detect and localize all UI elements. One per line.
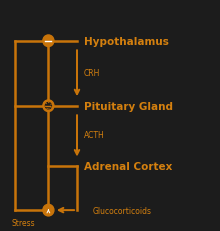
Text: Hypothalamus: Hypothalamus bbox=[84, 36, 169, 47]
Text: Glucocorticoids: Glucocorticoids bbox=[92, 206, 151, 215]
Text: Stress: Stress bbox=[11, 219, 35, 227]
Circle shape bbox=[43, 36, 54, 47]
Text: CRH: CRH bbox=[84, 68, 100, 77]
Text: ACTH: ACTH bbox=[84, 131, 104, 140]
Text: Pituitary Gland: Pituitary Gland bbox=[84, 101, 173, 111]
Circle shape bbox=[43, 100, 54, 112]
Text: Adrenal Cortex: Adrenal Cortex bbox=[84, 161, 172, 171]
Circle shape bbox=[43, 204, 54, 216]
Circle shape bbox=[45, 103, 51, 109]
